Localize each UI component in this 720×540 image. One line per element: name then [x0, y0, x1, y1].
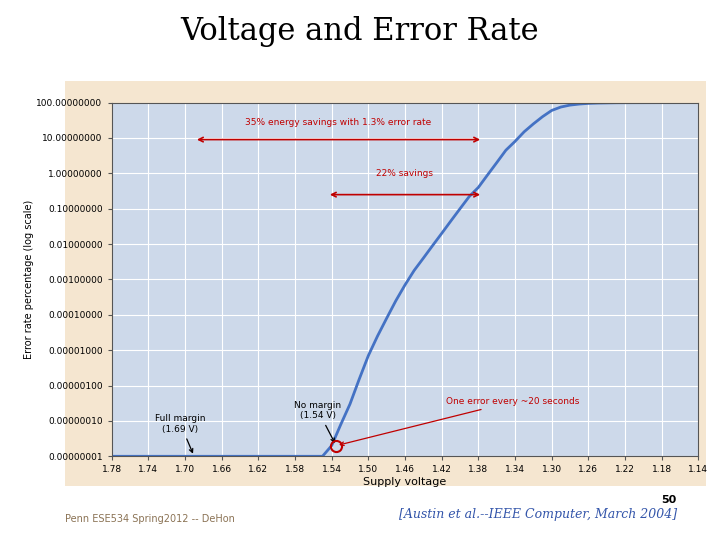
Text: 35% energy savings with 1.3% error rate: 35% energy savings with 1.3% error rate [246, 118, 432, 127]
Text: No margin
(1.54 V): No margin (1.54 V) [294, 401, 341, 442]
Text: Penn ESE534 Spring2012 -- DeHon: Penn ESE534 Spring2012 -- DeHon [65, 514, 235, 524]
Text: 22% savings: 22% savings [377, 169, 433, 178]
X-axis label: Supply voltage: Supply voltage [364, 477, 446, 487]
Text: Voltage and Error Rate: Voltage and Error Rate [181, 16, 539, 47]
Text: One error every ~20 seconds: One error every ~20 seconds [341, 397, 580, 445]
Text: Full margin
(1.69 V): Full margin (1.69 V) [155, 414, 206, 453]
Y-axis label: Error rate percentage (log scale): Error rate percentage (log scale) [24, 200, 34, 359]
Text: 50: 50 [662, 495, 677, 505]
Text: [Austin et al.--IEEE Computer, March 2004]: [Austin et al.--IEEE Computer, March 200… [399, 508, 677, 521]
